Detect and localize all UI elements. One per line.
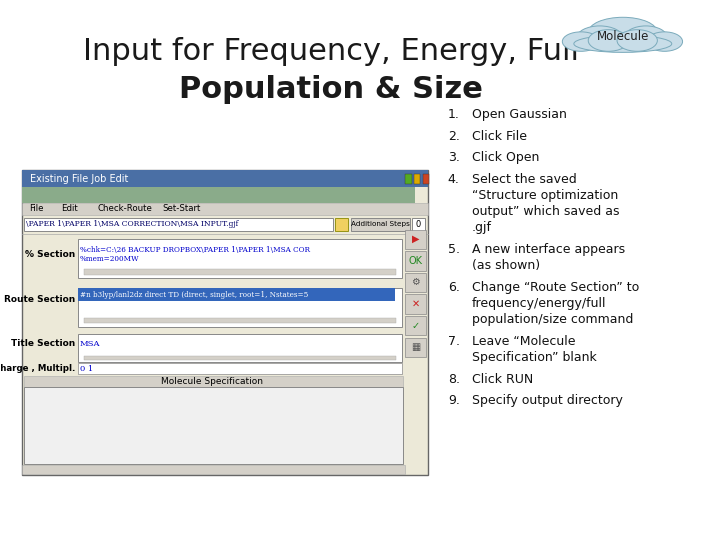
Bar [22,202,428,215]
Text: Leave “Molecule
Specification” blank: Leave “Molecule Specification” blank [472,335,596,364]
Bar [22,187,415,202]
Text: \PAPER 1\PAPER 1\MSA CORRECTION\MSA INPUT.gjf: \PAPER 1\PAPER 1\MSA CORRECTION\MSA INPU… [26,220,238,228]
Text: Route Section: Route Section [4,295,76,304]
Bar [24,376,403,387]
Bar [78,334,402,362]
Bar [78,288,395,301]
Ellipse shape [574,35,672,52]
Text: 0: 0 [415,220,421,228]
Text: Click Open: Click Open [472,151,539,164]
Text: 4.: 4. [448,173,459,186]
Text: Specify output directory: Specify output directory [472,394,623,407]
Text: 7.: 7. [448,335,460,348]
Bar [405,251,426,271]
Bar [78,239,402,278]
Text: 9.: 9. [448,394,459,407]
Text: 0 1: 0 1 [80,365,93,373]
Text: %mem=200MW: %mem=200MW [80,255,140,264]
Text: Set-Start: Set-Start [162,205,200,213]
Bar [405,338,426,357]
Ellipse shape [647,32,683,51]
Text: ✕: ✕ [411,299,420,309]
Bar [405,174,412,184]
Ellipse shape [588,17,657,48]
Text: Existing File Job Edit: Existing File Job Edit [30,174,129,184]
Bar [412,218,425,231]
Ellipse shape [617,30,657,51]
Text: Open Gaussian: Open Gaussian [472,108,567,121]
Bar [84,318,396,323]
Text: Input for Frequency, Energy, Full: Input for Frequency, Energy, Full [84,37,579,66]
Text: OK: OK [408,256,423,266]
Bar [405,294,426,314]
Bar [405,316,426,335]
Bar [78,363,402,374]
Bar [22,465,405,474]
Text: Change “Route Section” to
frequency/energy/full
population/size command: Change “Route Section” to frequency/ener… [472,281,639,326]
Text: Charge , Multipl.: Charge , Multipl. [0,364,76,373]
Text: ✓: ✓ [411,321,420,330]
Bar [414,174,420,184]
Text: Title Section: Title Section [12,340,76,348]
Text: % Section: % Section [25,250,76,259]
Ellipse shape [588,30,629,51]
Bar [84,269,396,275]
Bar [423,174,429,184]
Text: File: File [29,205,43,213]
Bar [84,356,396,360]
Bar [22,170,428,475]
Text: MSA: MSA [80,340,100,348]
Text: Molecule: Molecule [597,30,649,43]
Text: ▶: ▶ [412,234,419,244]
Bar [351,218,410,231]
Text: Molecule Specification: Molecule Specification [161,377,264,386]
Ellipse shape [562,32,600,51]
Text: 2.: 2. [448,130,459,143]
Text: 3.: 3. [448,151,459,164]
Bar [24,218,333,231]
Text: #n b3lyp/lanl2dz direct TD (direct, singlet, root=1, Nstates=5: #n b3lyp/lanl2dz direct TD (direct, sing… [80,291,308,299]
Text: Click RUN: Click RUN [472,373,533,386]
Text: 8.: 8. [448,373,460,386]
Ellipse shape [624,26,667,50]
Text: Additional Steps: Additional Steps [351,221,410,227]
Text: %chk=C:\26 BACKUP DROPBOX\PAPER 1\PAPER 1\MSA COR: %chk=C:\26 BACKUP DROPBOX\PAPER 1\PAPER … [80,246,310,254]
Ellipse shape [577,26,623,50]
Text: 6.: 6. [448,281,459,294]
Bar [22,170,428,187]
Bar [78,288,402,327]
Bar [335,218,348,231]
Text: Select the saved
“Structure optimization
output” which saved as
.gjf: Select the saved “Structure optimization… [472,173,619,234]
Text: ⚙: ⚙ [411,278,420,287]
Text: Population & Size: Population & Size [179,75,483,104]
Text: 5.: 5. [448,243,460,256]
Bar [405,273,426,292]
Text: Check-Route: Check-Route [97,205,152,213]
Bar [405,230,426,249]
Text: A new interface appears
(as shown): A new interface appears (as shown) [472,243,625,272]
Text: Click File: Click File [472,130,526,143]
Text: 1.: 1. [448,108,459,121]
Text: ▦: ▦ [411,342,420,352]
Bar [24,387,403,464]
Text: Edit: Edit [61,205,78,213]
